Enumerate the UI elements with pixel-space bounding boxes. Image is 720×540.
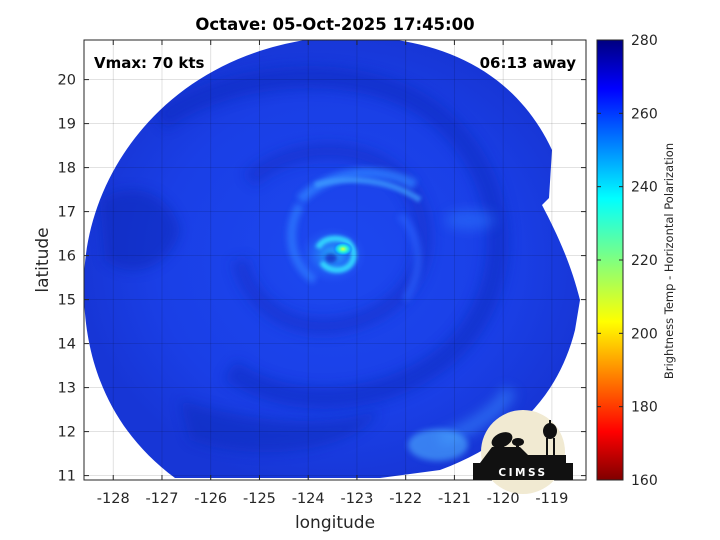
y-tick-label: 14 <box>58 337 76 353</box>
x-tick-label: -127 <box>146 491 179 507</box>
x-tick-label: -123 <box>340 491 373 507</box>
x-tick-label: -128 <box>97 491 130 507</box>
x-tick-label: -125 <box>243 491 276 507</box>
time-away-label: 06:13 away <box>480 54 577 72</box>
x-tick-label: -126 <box>194 491 227 507</box>
eye <box>325 253 337 263</box>
colorbar-tick-label: 220 <box>631 253 658 269</box>
y-tick-label: 11 <box>58 469 76 485</box>
x-tick-label: -119 <box>535 491 568 507</box>
colorbar-tick-label: 200 <box>631 326 658 342</box>
rain-patch-east <box>445 210 495 230</box>
colorbar-tick-label: 240 <box>631 180 658 196</box>
x-tick-label: -121 <box>438 491 471 507</box>
colorbar-tick-label: 160 <box>631 473 658 489</box>
logo-base <box>473 463 573 480</box>
x-tick-label: -124 <box>292 491 325 507</box>
chart-title: Octave: 05-Oct-2025 17:45:00 <box>195 15 474 34</box>
colorbar-tick-label: 260 <box>631 106 658 122</box>
radar-dish-icon <box>491 432 513 452</box>
tick-marks <box>84 40 586 480</box>
rain-patch-south <box>408 429 468 461</box>
colorbar-label: Brightness Temp - Horizontal Polarizatio… <box>662 143 676 379</box>
x-axis-label: longitude <box>295 513 375 533</box>
x-tick-label: -120 <box>487 491 520 507</box>
grid-overlay <box>84 40 586 480</box>
y-tick-label: 18 <box>58 161 76 177</box>
warm-core <box>333 242 353 256</box>
y-tick-label: 20 <box>58 73 76 89</box>
radar-dish-small-icon <box>512 438 524 450</box>
x-tick-labels: -128 -127 -126 -125 -124 -123 -122 -121 -120 -119 <box>97 491 569 507</box>
y-tick-label: 15 <box>58 293 76 309</box>
y-tick-label: 16 <box>58 249 76 265</box>
plot-area <box>83 39 587 481</box>
y-tick-label: 17 <box>58 205 76 221</box>
vmax-label: Vmax: 70 kts <box>94 54 204 72</box>
rain-band-north <box>296 168 418 204</box>
y-tick-label: 13 <box>58 381 76 397</box>
rain-band-east <box>397 212 422 303</box>
y-tick-labels: 11 12 13 14 15 16 17 18 19 20 <box>58 73 76 485</box>
colorbar: 160 180 200 220 240 260 280 Brightness Temp - … <box>596 33 676 489</box>
rain-band-west <box>287 202 318 284</box>
microwave-swath <box>84 40 580 479</box>
colorbar-tick-label: 280 <box>631 33 658 49</box>
colorbar-ticks: 160 180 200 220 240 260 280 <box>597 33 658 489</box>
dark-patch-south <box>180 400 380 453</box>
spiral-band-outer <box>153 66 509 409</box>
axes-box <box>83 39 587 481</box>
logo-text: CIMSS <box>498 467 547 479</box>
swath-layer <box>84 40 580 479</box>
y-tick-label: 19 <box>58 117 76 133</box>
eyewall-ring <box>315 235 357 273</box>
rain-band-arc <box>314 177 422 203</box>
y-axis-label: latitude <box>33 227 53 292</box>
water-tower-icon <box>543 420 557 455</box>
dark-patch-west <box>100 190 180 270</box>
colorbar-tick-label: 180 <box>631 400 658 416</box>
cimss-logo: CIMSS <box>473 410 573 494</box>
x-tick-label: -122 <box>389 491 422 507</box>
y-tick-label: 12 <box>58 425 76 441</box>
